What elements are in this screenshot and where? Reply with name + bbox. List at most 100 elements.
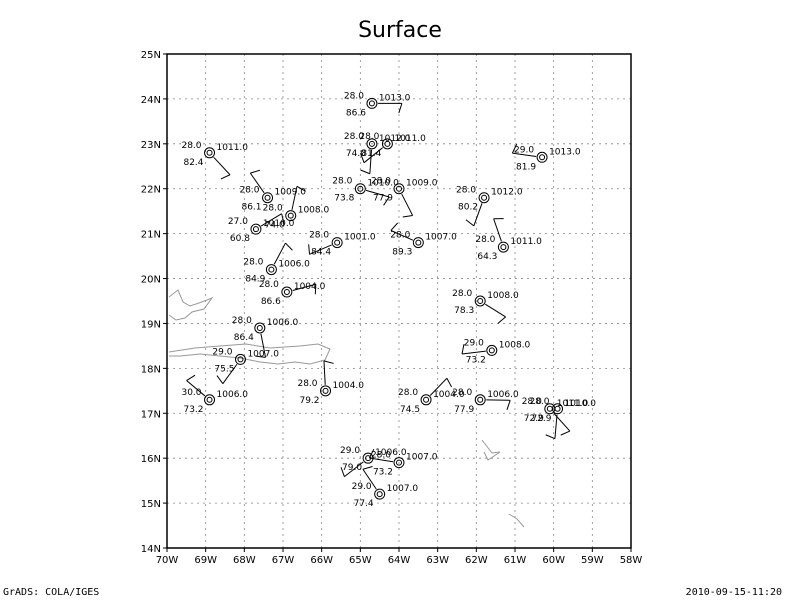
- station-temperature: 28.0: [371, 451, 391, 461]
- wind-barb-flag: [545, 434, 556, 440]
- wind-barb: [369, 457, 394, 463]
- station-pressure: 1004.0: [433, 390, 465, 400]
- station-circle: [381, 138, 393, 150]
- wind-barb: [365, 189, 390, 198]
- station-plot: 29.0 1013.0 81.9: [511, 143, 581, 172]
- station-dewpoint: 74.5: [400, 405, 420, 415]
- lat-tick-label: 16N: [141, 454, 161, 465]
- station-dewpoint: 82.4: [183, 158, 203, 168]
- station-temperature: 28.0: [475, 235, 495, 245]
- station-temperature: 28.0: [239, 186, 259, 196]
- station-temperature: 29.0: [340, 446, 360, 456]
- station-pressure: 1011.0: [510, 237, 542, 247]
- lon-tick-label: 67W: [272, 555, 295, 566]
- station-circle: [474, 394, 486, 406]
- station-plot: 29.0 1007.0 75.5: [212, 347, 279, 384]
- lon-tick-label: 59W: [581, 555, 604, 566]
- station-temperature: 28.0: [259, 280, 279, 290]
- station-pressure: 1013.0: [379, 93, 411, 103]
- station-dewpoint: 64.3: [477, 252, 497, 262]
- station-pressure: 1006.0: [487, 390, 519, 400]
- station-pressure: 1008.0: [499, 340, 531, 350]
- station-pressure: 1001.0: [344, 233, 376, 243]
- station-center: [368, 140, 375, 147]
- station-circle: [331, 237, 343, 249]
- station-dewpoint: 72.9: [524, 414, 544, 424]
- station-circle: [366, 97, 378, 109]
- wind-barb-flag: [323, 360, 334, 364]
- station-pressure: 1010.0: [263, 219, 295, 229]
- station-pressure: 1009.0: [275, 188, 307, 198]
- station-temperature: 28.0: [522, 397, 542, 407]
- station-plot: 28.0 1004.0 79.2: [297, 360, 364, 406]
- lon-tick-label: 69W: [194, 555, 217, 566]
- station-plot: 28.0 1011.0 82.4: [181, 141, 249, 180]
- station-plot: 28.0 1009.0 77.9: [371, 177, 438, 218]
- station-center: [256, 324, 263, 331]
- station-pressure: 1010.0: [367, 179, 399, 189]
- station-center: [322, 387, 329, 394]
- station-pressure: 1011.0: [217, 143, 249, 153]
- station-temperature: 29.0: [514, 145, 534, 155]
- wind-barb: [222, 363, 238, 384]
- station-pressure: 1008.0: [298, 206, 330, 216]
- station-plot: 28.0 1010.073.8: [332, 177, 399, 206]
- station-plot: 28.0 1010.0 72.9: [529, 397, 596, 440]
- wind-barb: [369, 149, 373, 174]
- station-center: [481, 194, 488, 201]
- station-circle: [552, 403, 564, 415]
- wind-barb: [213, 156, 231, 176]
- map-grid: [167, 54, 631, 548]
- wind-barb-flag: [216, 375, 224, 384]
- wind-barb: [363, 147, 384, 164]
- station-center: [396, 459, 402, 466]
- station-circle: [254, 322, 266, 334]
- lat-tick-label: 14N: [141, 544, 161, 555]
- station-center: [206, 396, 213, 403]
- latitude-axis: 14N 15N 16N 17N 18N 19N 20N 21N 22N 23N 24N 25N: [141, 50, 167, 555]
- station-pressure: 1007.0: [387, 484, 419, 494]
- station-circle: [478, 192, 490, 204]
- station-dewpoint: 84.4: [311, 248, 331, 258]
- lat-tick-label: 23N: [141, 140, 161, 151]
- station-pressure: 1011.0: [394, 134, 426, 144]
- lat-tick-label: 22N: [141, 185, 161, 196]
- station-plot: 28.0 1009.0 86.1: [239, 169, 307, 213]
- station-circle: [234, 353, 246, 365]
- station-dewpoint: 86.6: [261, 297, 281, 307]
- wind-barb-flag: [296, 185, 306, 192]
- station-dewpoint: 89.3: [392, 248, 412, 258]
- coastline: [168, 289, 525, 528]
- station-center: [237, 356, 244, 363]
- station-circle: [393, 183, 405, 195]
- station-circle: [474, 295, 486, 307]
- station-pressure: 1008.0: [487, 291, 519, 301]
- station-plot: 28.0 1001.0 84.4: [308, 231, 376, 258]
- station-pressure: 1007.0: [406, 453, 438, 463]
- station-circle: [420, 394, 432, 406]
- station-circle: [366, 138, 378, 150]
- station-pressure: 1011.0: [557, 399, 589, 409]
- lat-tick-label: 18N: [141, 364, 161, 375]
- station-temperature: 29.0: [212, 347, 232, 357]
- wind-barb: [473, 203, 483, 227]
- station-plot: 28.0 1007.0 73.2: [368, 448, 438, 478]
- station-pressure: 1006.0: [267, 318, 299, 328]
- station-pressure: 1006.0: [375, 448, 407, 458]
- wind-barb: [323, 360, 326, 385]
- station-temperature: 28.0: [243, 258, 263, 268]
- station-temperature: 28.0: [452, 388, 472, 398]
- station-dewpoint: 78.3: [454, 306, 474, 316]
- station-pressure: 1009.0: [406, 179, 438, 189]
- map-title: Surface: [358, 18, 442, 43]
- station-dewpoint: 86.4: [234, 333, 254, 343]
- station-plot: 28.0 1011.0 64.3: [475, 218, 542, 262]
- wind-barb-flag: [402, 214, 413, 218]
- station-dewpoint: 81.4: [361, 149, 381, 159]
- station-center: [554, 405, 561, 412]
- station-temperature: 28.0: [332, 177, 352, 187]
- station-center: [206, 149, 213, 156]
- lon-tick-label: 66W: [310, 555, 333, 566]
- wind-barb-flag: [398, 103, 403, 114]
- station-plot: 28.0 1012.0 80.2: [456, 186, 523, 227]
